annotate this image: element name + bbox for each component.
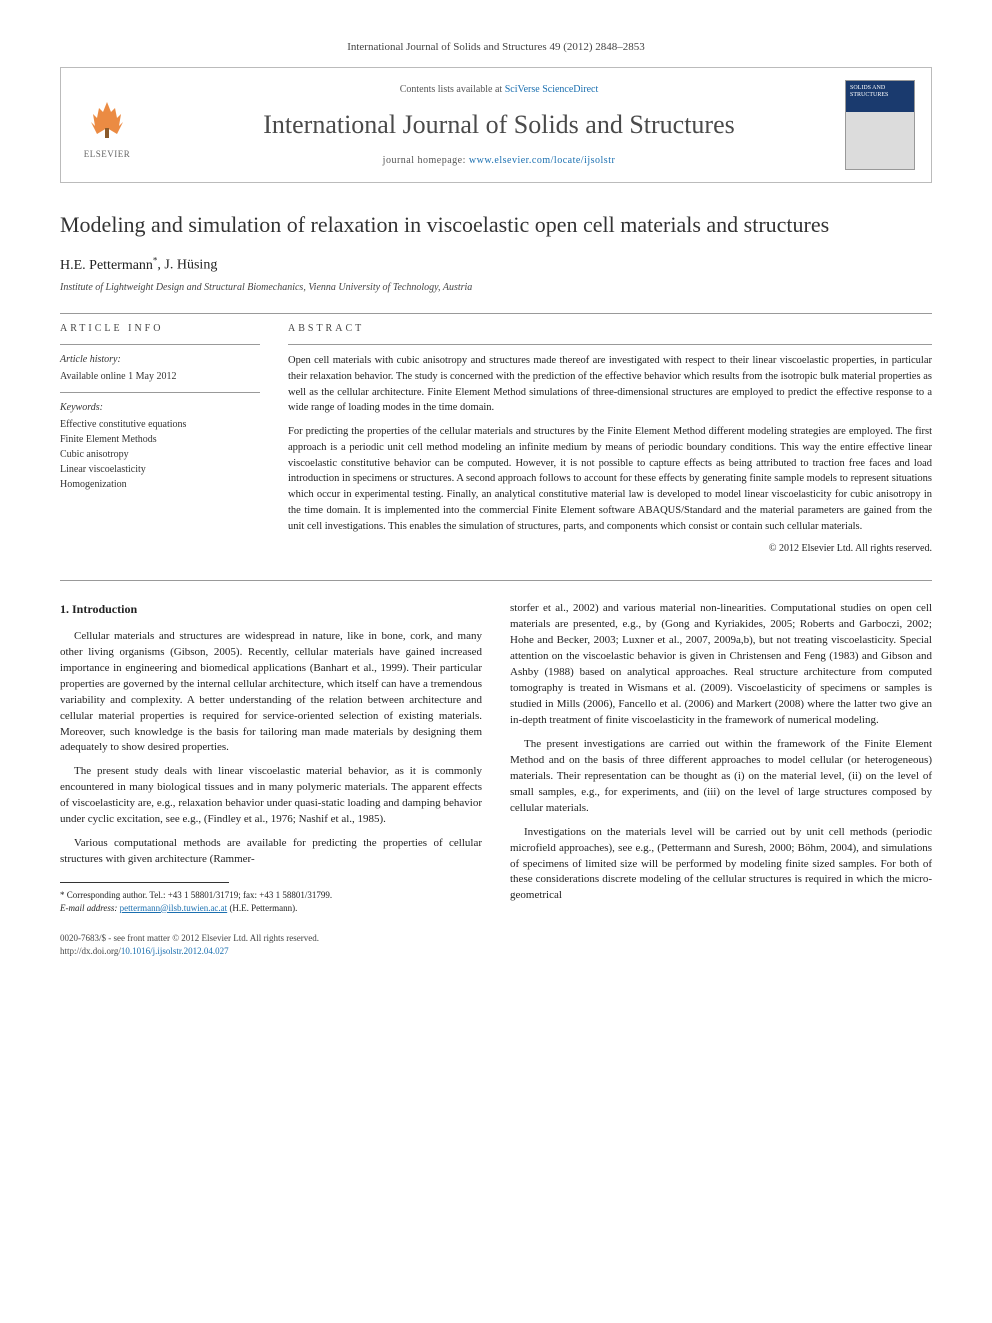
abstract-para-2: For predicting the properties of the cel… — [288, 424, 932, 534]
divider — [60, 313, 932, 314]
right-column: storfer et al., 2002) and various materi… — [510, 601, 932, 957]
info-abstract-row: ARTICLE INFO Article history: Available … — [60, 322, 932, 556]
journal-masthead: ELSEVIER Contents lists available at Sci… — [60, 67, 932, 183]
journal-cover-thumbnail: SOLIDS AND STRUCTURES — [845, 80, 915, 170]
article-title: Modeling and simulation of relaxation in… — [60, 211, 932, 240]
author-1: H.E. Pettermann* — [60, 258, 157, 273]
affiliation: Institute of Lightweight Design and Stru… — [60, 281, 932, 295]
keyword-2: Finite Element Methods — [60, 432, 260, 447]
section-heading-intro: 1. Introduction — [60, 601, 482, 618]
keyword-5: Homogenization — [60, 477, 260, 492]
article-history-text: Available online 1 May 2012 — [60, 369, 260, 384]
abstract-copyright: © 2012 Elsevier Ltd. All rights reserved… — [288, 542, 932, 556]
elsevier-tree-icon — [83, 98, 131, 146]
body-para: storfer et al., 2002) and various materi… — [510, 601, 932, 729]
email-owner: (H.E. Pettermann). — [229, 903, 297, 913]
divider — [60, 580, 932, 581]
contents-prefix: Contents lists available at — [400, 84, 505, 95]
abstract-column: ABSTRACT Open cell materials with cubic … — [288, 322, 932, 556]
body-para: Cellular materials and structures are wi… — [60, 629, 482, 757]
body-para: Various computational methods are availa… — [60, 836, 482, 868]
divider — [288, 344, 932, 345]
article-info-column: ARTICLE INFO Article history: Available … — [60, 322, 260, 556]
abstract-para-1: Open cell materials with cubic anisotrop… — [288, 353, 932, 416]
email-label: E-mail address: — [60, 903, 117, 913]
corresponding-author-footnote: * Corresponding author. Tel.: +43 1 5880… — [60, 889, 482, 914]
journal-homepage-link[interactable]: www.elsevier.com/locate/ijsolstr — [469, 155, 615, 166]
publisher-name: ELSEVIER — [84, 148, 131, 161]
masthead-center: Contents lists available at SciVerse Sci… — [153, 83, 845, 167]
cover-thumb-title: SOLIDS AND STRUCTURES — [850, 85, 910, 98]
author-email-link[interactable]: pettermann@ilsb.tuwien.ac.at — [120, 903, 228, 913]
body-para: The present investigations are carried o… — [510, 737, 932, 817]
keyword-4: Linear viscoelasticity — [60, 462, 260, 477]
left-column: 1. Introduction Cellular materials and s… — [60, 601, 482, 957]
doi-prefix: http://dx.doi.org/ — [60, 946, 121, 956]
footnote-tel-fax: * Corresponding author. Tel.: +43 1 5880… — [60, 889, 482, 902]
author-2: J. Hüsing — [164, 258, 217, 273]
contents-available-line: Contents lists available at SciVerse Sci… — [153, 83, 845, 97]
homepage-prefix: journal homepage: — [383, 155, 469, 166]
publisher-logo: ELSEVIER — [77, 90, 137, 160]
citation-header: International Journal of Solids and Stru… — [60, 40, 932, 55]
author-list: H.E. Pettermann*, J. Hüsing — [60, 254, 932, 275]
keywords-label: Keywords: — [60, 401, 260, 415]
divider — [60, 392, 260, 393]
doi-link[interactable]: 10.1016/j.ijsolstr.2012.04.027 — [121, 946, 229, 956]
footer-block: 0020-7683/$ - see front matter © 2012 El… — [60, 932, 482, 957]
issn-line: 0020-7683/$ - see front matter © 2012 El… — [60, 932, 482, 945]
sciencedirect-link[interactable]: SciVerse ScienceDirect — [505, 84, 599, 95]
journal-name: International Journal of Solids and Stru… — [153, 107, 845, 143]
body-para: Investigations on the materials level wi… — [510, 825, 932, 905]
divider — [60, 344, 260, 345]
journal-homepage-line: journal homepage: www.elsevier.com/locat… — [153, 154, 845, 168]
article-history-label: Article history: — [60, 353, 260, 367]
abstract-heading: ABSTRACT — [288, 322, 932, 336]
keyword-3: Cubic anisotropy — [60, 447, 260, 462]
footnote-separator — [60, 882, 229, 883]
body-para: The present study deals with linear visc… — [60, 764, 482, 828]
body-columns: 1. Introduction Cellular materials and s… — [60, 601, 932, 957]
article-info-heading: ARTICLE INFO — [60, 322, 260, 336]
keyword-1: Effective constitutive equations — [60, 417, 260, 432]
